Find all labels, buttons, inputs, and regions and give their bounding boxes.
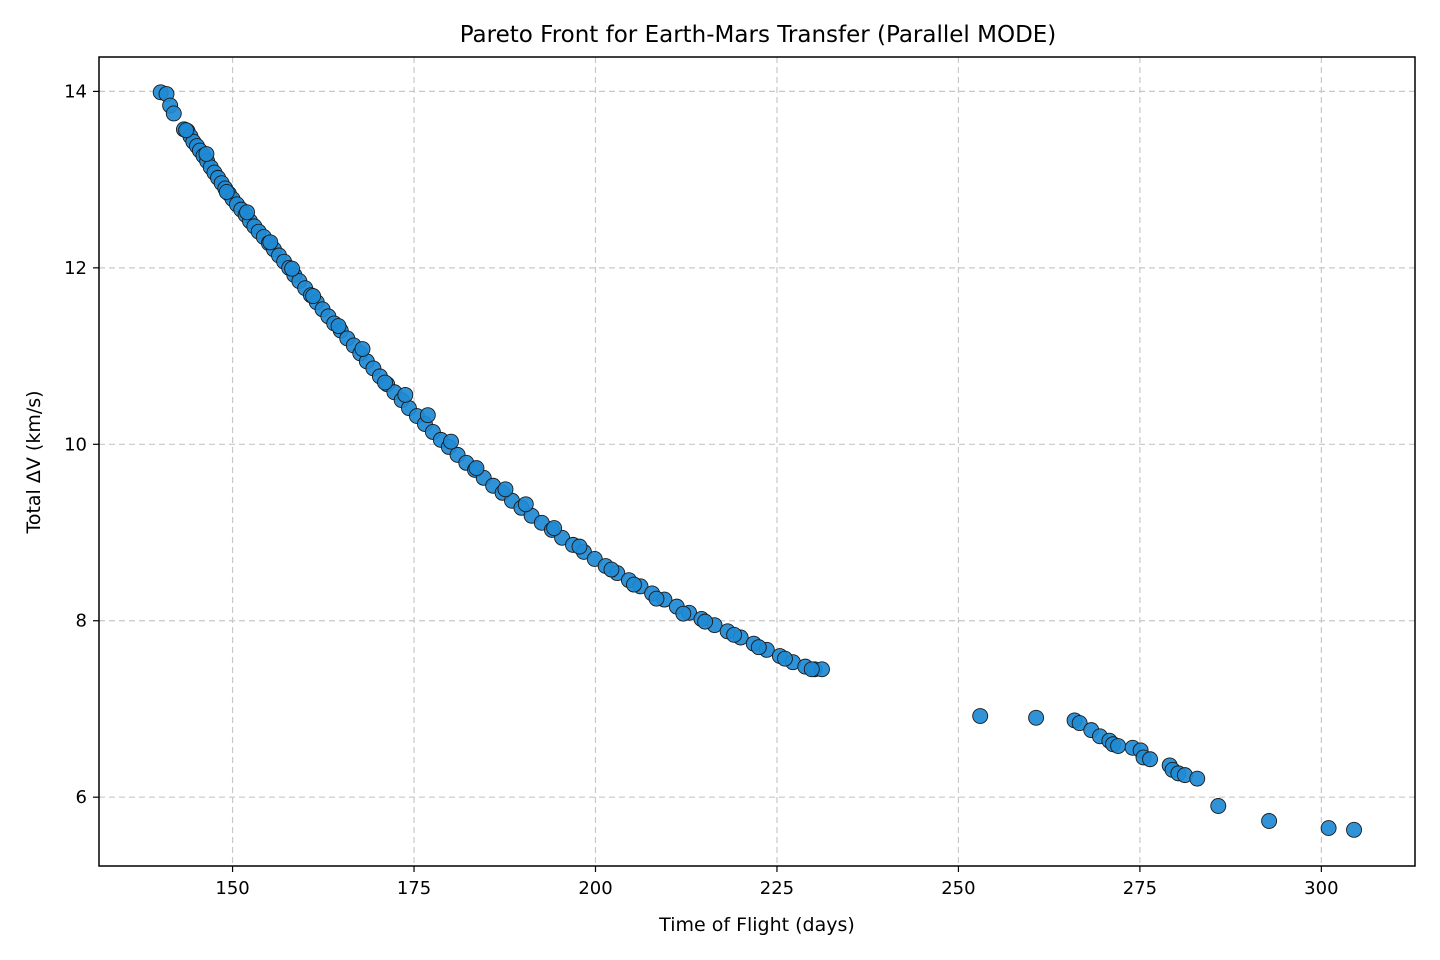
- data-point: [1110, 738, 1127, 754]
- chart-title: Pareto Front for Earth-Mars Transfer (Pa…: [460, 22, 1057, 48]
- x-tick-label: 175: [397, 878, 431, 899]
- data-point: [419, 407, 436, 424]
- data-point: [972, 708, 989, 724]
- data-point: [305, 288, 322, 305]
- data-point: [726, 626, 743, 643]
- data-point: [284, 260, 301, 277]
- data-point: [377, 374, 393, 391]
- data-point: [776, 650, 793, 667]
- x-axis-ticks: 150 175 200 225 250 275 300: [215, 866, 1339, 899]
- data-points: [152, 84, 1362, 838]
- data-point: [803, 661, 820, 678]
- data-point: [397, 386, 414, 403]
- data-point: [697, 613, 714, 630]
- y-axis-label: Total ΔV (km/s): [23, 390, 45, 534]
- data-point: [1346, 821, 1362, 838]
- data-point: [330, 318, 347, 335]
- data-point: [1071, 715, 1088, 732]
- data-point: [262, 234, 279, 251]
- data-point: [1028, 709, 1045, 726]
- data-point: [648, 590, 665, 607]
- data-point: [546, 520, 563, 537]
- data-point: [626, 576, 642, 593]
- data-point: [750, 639, 767, 656]
- data-point: [517, 496, 534, 513]
- x-tick-label: 225: [760, 878, 794, 899]
- y-tick-label: 10: [64, 434, 87, 455]
- data-point: [497, 481, 514, 498]
- data-point: [443, 433, 459, 450]
- x-axis-label: Time of Flight (days): [658, 914, 855, 936]
- data-point: [603, 561, 620, 578]
- x-tick-label: 275: [1123, 878, 1157, 899]
- data-point: [1210, 798, 1227, 814]
- y-tick-label: 14: [64, 81, 87, 102]
- data-point: [178, 122, 195, 139]
- data-point: [239, 204, 256, 221]
- y-axis-ticks: 6 8 10 12 14: [64, 81, 99, 808]
- plot-frame: [98, 56, 1416, 867]
- data-point: [1261, 813, 1278, 829]
- y-tick-label: 6: [76, 787, 87, 808]
- x-tick-label: 150: [215, 878, 249, 899]
- data-point: [198, 146, 215, 162]
- data-point: [468, 460, 485, 477]
- data-point: [675, 605, 692, 622]
- data-point: [1142, 751, 1159, 768]
- data-point: [1189, 770, 1206, 787]
- data-point: [571, 538, 588, 555]
- data-point: [354, 341, 371, 357]
- data-point: [218, 184, 235, 200]
- x-tick-label: 250: [941, 878, 975, 899]
- y-tick-label: 12: [64, 258, 87, 279]
- y-tick-label: 8: [76, 611, 87, 632]
- data-point: [165, 105, 182, 122]
- x-tick-label: 300: [1304, 878, 1338, 899]
- data-point: [1320, 820, 1337, 837]
- grid: [99, 57, 1415, 866]
- x-tick-label: 200: [578, 878, 612, 899]
